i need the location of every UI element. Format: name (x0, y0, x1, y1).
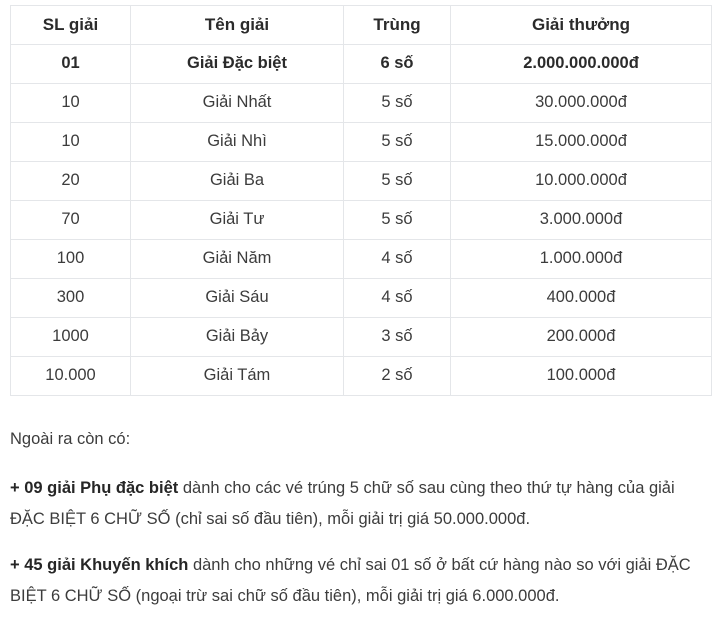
cell-prize-count: 300 (10, 278, 131, 318)
cell-prize-value: 400.000đ (450, 278, 712, 318)
note-text: dành cho những vé chỉ sai 01 số ở bất cứ… (10, 556, 691, 605)
cell-prize-name: Giải Tư (130, 200, 344, 240)
cell-prize-value: 1.000.000đ (450, 239, 712, 279)
prize-structure-page: SL giải Tên giải Trùng Giải thưởng 01 Giả… (10, 5, 712, 605)
cell-prize-match: 5 số (343, 122, 451, 162)
note-text: dành cho các vé trúng 5 chữ số sau cùng … (10, 479, 675, 528)
column-header-value: Giải thưởng (450, 5, 712, 45)
cell-prize-match: 4 số (343, 278, 451, 318)
table-row: 100 Giải Năm 4 số 1.000.000đ (10, 239, 712, 279)
column-header-match: Trùng (343, 5, 451, 45)
cell-prize-name: Giải Năm (130, 239, 344, 279)
table-row: 01 Giải Đặc biệt 6 số 2.000.000.000đ (10, 44, 712, 84)
prize-table: SL giải Tên giải Trùng Giải thưởng 01 Giả… (10, 5, 712, 396)
column-header-name: Tên giải (130, 5, 344, 45)
cell-prize-name: Giải Tám (130, 356, 344, 396)
prize-table-body: 01 Giải Đặc biệt 6 số 2.000.000.000đ 10 Giải … (10, 44, 712, 396)
cell-prize-name: Giải Bảy (130, 317, 344, 357)
cell-prize-value: 3.000.000đ (450, 200, 712, 240)
note-lead: + 45 giải Khuyến khích (10, 556, 189, 574)
cell-prize-value: 2.000.000.000đ (450, 44, 712, 84)
cell-prize-match: 3 số (343, 317, 451, 357)
cell-prize-name: Giải Nhất (130, 83, 344, 123)
prize-table-container: SL giải Tên giải Trùng Giải thưởng 01 Giả… (10, 5, 712, 396)
prize-table-head: SL giải Tên giải Trùng Giải thưởng (10, 5, 712, 45)
cell-prize-count: 1000 (10, 317, 131, 357)
cell-prize-count: 20 (10, 161, 131, 201)
cell-prize-match: 5 số (343, 200, 451, 240)
notes-intro: Ngoài ra còn có: (10, 430, 131, 448)
cell-prize-name: Giải Nhì (130, 122, 344, 162)
cell-prize-count: 01 (10, 44, 131, 84)
cell-prize-match: 5 số (343, 161, 451, 201)
cell-prize-match: 2 số (343, 356, 451, 396)
note-lead: + 09 giải Phụ đặc biệt (10, 479, 179, 497)
cell-prize-match: 4 số (343, 239, 451, 279)
table-row: 1000 Giải Bảy 3 số 200.000đ (10, 317, 712, 357)
notes-list: + 09 giải Phụ đặc biệt dành cho các vé t… (10, 473, 700, 612)
cell-prize-count: 10 (10, 83, 131, 123)
cell-prize-name: Giải Sáu (130, 278, 344, 318)
table-row: 10 Giải Nhì 5 số 15.000.000đ (10, 122, 712, 162)
cell-prize-value: 200.000đ (450, 317, 712, 357)
cell-prize-match: 5 số (343, 83, 451, 123)
notes-section: Ngoài ra còn có: + 09 giải Phụ đặc biệt … (10, 424, 700, 627)
cell-prize-name: Giải Ba (130, 161, 344, 201)
table-row: 20 Giải Ba 5 số 10.000.000đ (10, 161, 712, 201)
table-row: 10.000 Giải Tám 2 số 100.000đ (10, 356, 712, 396)
cell-prize-count: 70 (10, 200, 131, 240)
cell-prize-value: 100.000đ (450, 356, 712, 396)
table-row: 10 Giải Nhất 5 số 30.000.000đ (10, 83, 712, 123)
cell-prize-value: 30.000.000đ (450, 83, 712, 123)
table-row: 300 Giải Sáu 4 số 400.000đ (10, 278, 712, 318)
cell-prize-match: 6 số (343, 44, 451, 84)
table-row: 70 Giải Tư 5 số 3.000.000đ (10, 200, 712, 240)
cell-prize-count: 100 (10, 239, 131, 279)
cell-prize-value: 10.000.000đ (450, 161, 712, 201)
cell-prize-name: Giải Đặc biệt (130, 44, 344, 84)
cell-prize-count: 10.000 (10, 356, 131, 396)
column-header-count: SL giải (10, 5, 131, 45)
cell-prize-value: 15.000.000đ (450, 122, 712, 162)
note-item: + 09 giải Phụ đặc biệt dành cho các vé t… (10, 473, 700, 535)
table-header-row: SL giải Tên giải Trùng Giải thưởng (10, 5, 712, 45)
note-item: + 45 giải Khuyến khích dành cho những vé… (10, 550, 700, 612)
cell-prize-count: 10 (10, 122, 131, 162)
